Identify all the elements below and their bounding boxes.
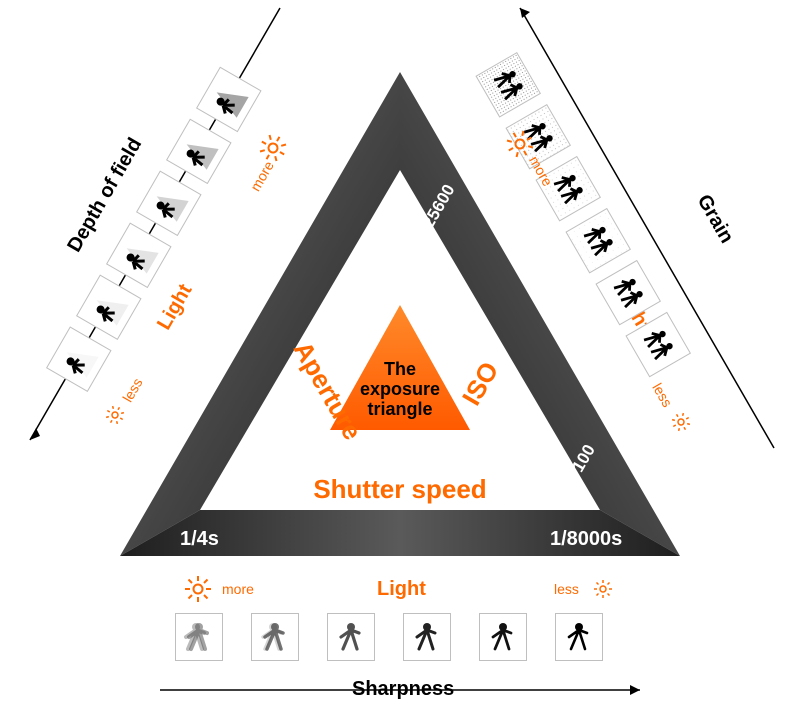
sharpness-axis bbox=[0, 0, 800, 713]
sharpness-axis-label: Sharpness bbox=[352, 678, 454, 701]
exposure-triangle-diagram: f/32 f/1.4 ISO 25600 ISO 100 1/4s 1/8000… bbox=[0, 0, 800, 713]
